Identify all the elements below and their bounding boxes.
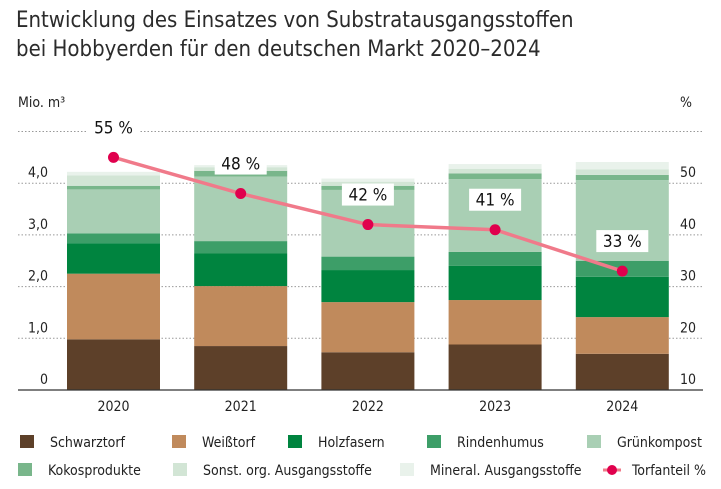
data-label: 55 %: [94, 118, 133, 138]
legend-swatch: [20, 435, 34, 448]
data-label: 48 %: [221, 155, 260, 175]
bar-segment: [321, 178, 415, 182]
legend-label: Weißtorf: [202, 435, 256, 451]
legend-swatch: [173, 463, 187, 476]
legend-marker-swatch: [607, 465, 617, 475]
data-label-background: [596, 230, 649, 253]
bar-segment: [448, 251, 542, 266]
bar-segment: [194, 176, 288, 242]
legend-swatch: [172, 435, 186, 448]
bar-segment: [321, 352, 415, 390]
bar-segment: [448, 300, 542, 345]
data-label-background: [469, 188, 522, 211]
legend-label: Schwarztorf: [50, 435, 126, 451]
bar-segment: [448, 168, 542, 174]
bar-segment: [448, 173, 542, 180]
y2-tick-label: 30: [680, 269, 696, 285]
x-tick-label: 2022: [352, 399, 384, 415]
bar-segment: [194, 253, 288, 287]
torfanteil-marker: [489, 224, 501, 236]
data-label-background: [87, 116, 140, 139]
bar-segment: [575, 276, 669, 318]
bar-segment: [67, 243, 160, 274]
bar-segment: [67, 233, 160, 244]
bar-segment: [321, 270, 415, 303]
data-label-background: [214, 152, 267, 175]
y-tick-label: 3,0: [28, 217, 48, 233]
y-axis-label: Mio. m³: [18, 95, 65, 111]
data-label-background: [341, 183, 394, 206]
y2-axis-label: %: [680, 95, 692, 111]
bar-segment: [67, 339, 160, 390]
legend-label: Torfanteil %: [631, 463, 706, 479]
torfanteil-line: 55 % 48 % 42 % 41 % 33 %: [87, 116, 649, 277]
chart-title-line-2: bei Hobbyerden für den deutschen Markt 2…: [16, 37, 541, 62]
data-label: 42 %: [348, 186, 387, 206]
x-tick-label: 2021: [225, 399, 257, 415]
legend-swatch: [427, 435, 441, 448]
legend-label: Holzfasern: [318, 435, 385, 451]
y-tick-label: 1,0: [28, 320, 48, 336]
data-label: 41 %: [476, 191, 515, 211]
legend-label: Grünkompost: [617, 435, 702, 451]
bar-segment: [448, 265, 542, 301]
legend-label: Kokosprodukte: [48, 463, 141, 479]
torfanteil-marker: [616, 265, 628, 277]
x-tick-label: 2023: [479, 399, 511, 415]
bar-segment: [194, 241, 288, 254]
legend-label: Mineral. Ausgangsstoffe: [430, 463, 582, 479]
bar-segment: [575, 174, 669, 181]
bar-segment: [448, 164, 542, 169]
y-tick-label: 0: [40, 372, 48, 388]
y-tick-label: 2,0: [28, 269, 48, 285]
bar-segment: [194, 346, 288, 390]
bar-segment: [194, 286, 288, 347]
legend: Schwarztorf Weißtorf Holzfasern Rindenhumus…: [18, 435, 706, 479]
torfanteil-marker: [108, 151, 119, 163]
y2-tick-label: 50: [680, 165, 696, 181]
y-tick-label: 4,0: [28, 165, 48, 181]
torfanteil-marker: [362, 219, 374, 231]
bar-segment: [321, 302, 415, 353]
legend-swatch: [400, 463, 414, 476]
legend-swatch: [288, 435, 302, 448]
x-tick-label: 2020: [97, 399, 129, 415]
bar-segment: [321, 256, 415, 271]
bar-segment: [67, 273, 160, 340]
bars: [67, 162, 669, 390]
bar-segment: [448, 344, 542, 390]
x-tick-label: 2024: [606, 399, 638, 415]
chart-title-line-1: Entwicklung des Einsatzes von Substratau…: [16, 8, 574, 33]
legend-swatch: [18, 463, 32, 476]
y2-tick-label: 40: [680, 217, 696, 233]
torfanteil-marker: [235, 188, 247, 200]
y2-tick-label: 20: [680, 320, 696, 336]
bar-segment: [67, 185, 160, 190]
bar-segment: [67, 171, 160, 176]
bar-segment: [575, 317, 669, 354]
legend-label: Sonst. org. Ausgangsstoffe: [203, 463, 372, 479]
legend-label: Rindenhumus: [457, 435, 544, 451]
bar-segment: [575, 162, 669, 170]
legend-swatch: [587, 435, 601, 448]
y2-tick-label: 10: [680, 372, 696, 388]
bar-segment: [575, 353, 669, 390]
bar-segment: [67, 189, 160, 234]
axes: 0 1,0 2,0 3,0 4,0 10 20 30 40 50 2020 2021 2022 2023 2…: [18, 165, 703, 415]
bar-segment: [67, 175, 160, 186]
bar-segment: [575, 169, 669, 175]
data-label: 33 %: [603, 232, 642, 252]
